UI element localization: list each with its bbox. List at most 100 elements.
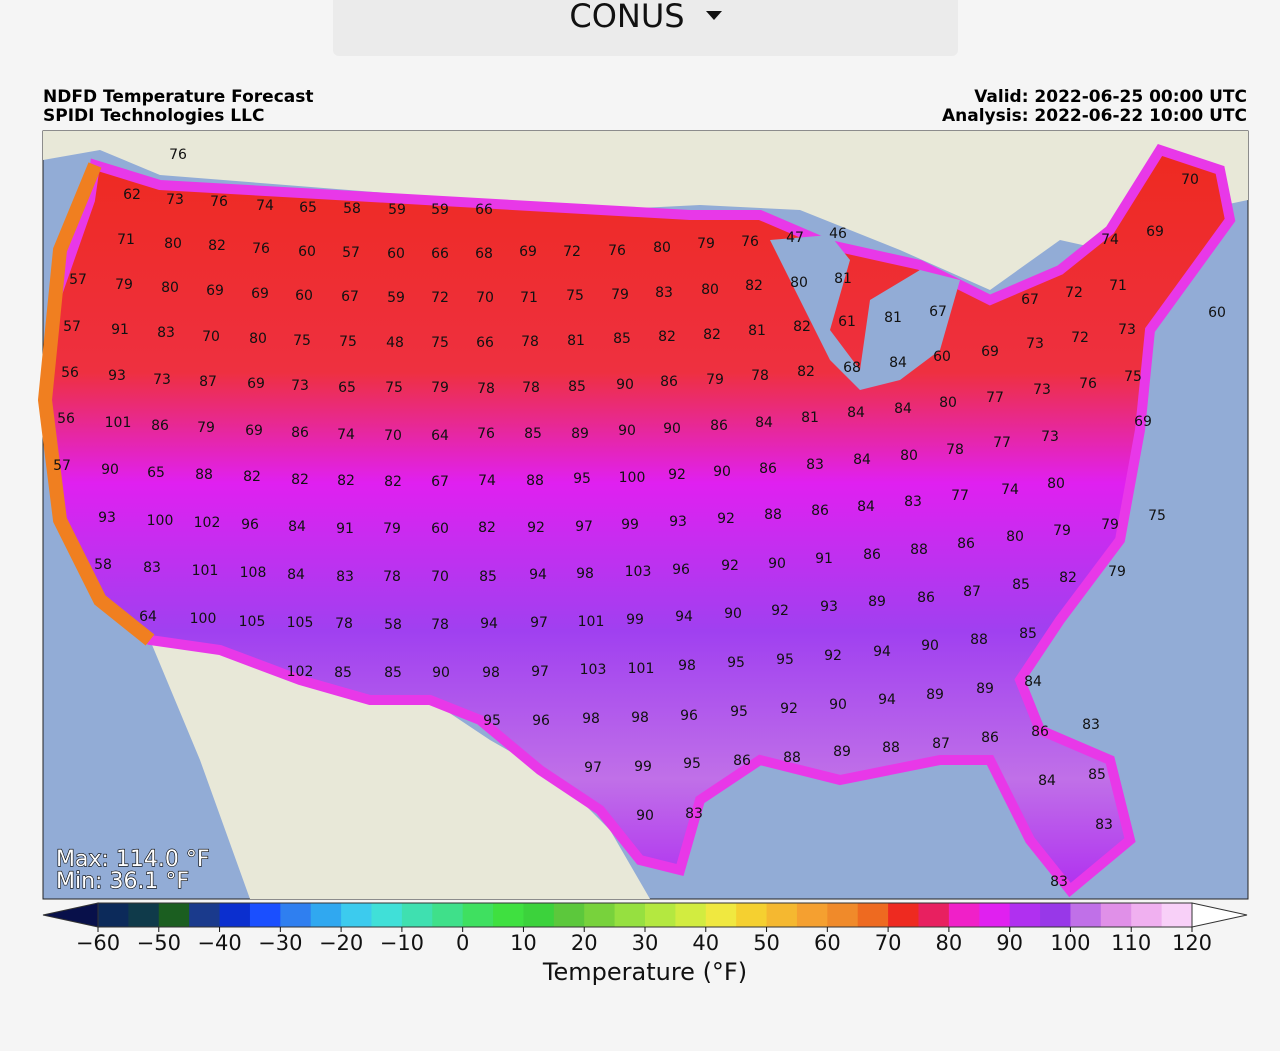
colorbar-label: Temperature (°F) — [542, 958, 747, 986]
station-temp: 64 — [139, 609, 157, 625]
colorbar-tick-label: −20 — [319, 931, 363, 955]
colorbar-box — [705, 903, 737, 927]
station-temp: 84 — [853, 452, 871, 468]
colorbar-box — [614, 903, 646, 927]
station-temp: 102 — [194, 515, 221, 531]
station-temp: 101 — [578, 614, 605, 630]
station-temp: 79 — [1108, 564, 1126, 580]
colorbar-box — [341, 903, 372, 927]
station-temp: 85 — [479, 569, 497, 585]
dropdown[interactable]: CONUS — [333, 0, 958, 56]
station-temp: 72 — [563, 244, 581, 260]
station-temp: 76 — [741, 234, 759, 250]
station-temp: 66 — [475, 202, 493, 218]
station-temp: 94 — [480, 616, 498, 632]
colorbar-box — [584, 903, 616, 927]
station-temp: 80 — [939, 395, 957, 411]
station-temp: 89 — [926, 687, 944, 703]
station-temp: 75 — [566, 288, 584, 304]
station-temp: 69 — [245, 423, 263, 439]
station-temp: 93 — [820, 599, 838, 615]
colorbar-box — [888, 903, 919, 927]
station-temp: 90 — [663, 421, 681, 437]
station-temp: 90 — [101, 462, 119, 478]
station-temp: 102 — [287, 664, 314, 680]
station-temp: 101 — [628, 661, 655, 677]
station-temp: 80 — [1006, 529, 1024, 545]
colorbar-tick-label: 20 — [571, 931, 598, 955]
station-temp: 84 — [857, 499, 875, 515]
station-temp: 73 — [153, 372, 171, 388]
station-temp: 76 — [252, 241, 270, 257]
station-temp: 89 — [571, 426, 589, 442]
station-temp: 83 — [1050, 874, 1068, 890]
coastal-band — [37, 162, 155, 646]
station-temp: 69 — [981, 344, 999, 360]
colorbar-box — [1131, 903, 1163, 927]
station-temp: 76 — [1079, 376, 1097, 392]
station-temp: 84 — [755, 415, 773, 431]
colorbar-tick-label: −60 — [76, 931, 120, 955]
station-temp: 91 — [815, 551, 833, 567]
colorbar-box — [249, 903, 281, 927]
station-temp: 92 — [527, 520, 545, 536]
station-temp: 69 — [1134, 414, 1152, 430]
colorbar-box — [462, 903, 494, 927]
station-temp: 66 — [431, 246, 449, 262]
station-temp: 70 — [431, 569, 449, 585]
station-temp: 83 — [157, 325, 175, 341]
station-temp: 95 — [727, 655, 745, 671]
station-temp: 72 — [431, 290, 449, 306]
station-temp: 90 — [432, 665, 450, 681]
station-temp: 59 — [431, 202, 449, 218]
station-temp: 86 — [811, 503, 829, 519]
canada — [43, 131, 1248, 290]
station-temp: 86 — [291, 425, 309, 441]
dropdown-box[interactable] — [333, 0, 958, 56]
colorbar-box — [401, 903, 433, 927]
station-temp: 82 — [703, 327, 721, 343]
station-temp: 80 — [164, 236, 182, 252]
station-temp: 58 — [384, 617, 402, 633]
station-temp: 75 — [385, 380, 403, 396]
station-temp: 81 — [884, 310, 902, 326]
map: Max: 114.0 °F Min: 36.1 °F 76 62 73 76 74 65 5… — [37, 130, 1249, 900]
station-temp: 88 — [526, 473, 544, 489]
station-temp: 95 — [776, 652, 794, 668]
station-temp: 82 — [745, 278, 763, 294]
station-temp: 93 — [98, 510, 116, 526]
station-temp: 79 — [1053, 523, 1071, 539]
colorbar-box — [766, 903, 798, 927]
station-temp: 84 — [287, 567, 305, 583]
station-temp: 74 — [1101, 232, 1119, 248]
station-temp: 99 — [626, 612, 644, 628]
station-temp: 69 — [206, 283, 224, 299]
station-temp: 101 — [192, 563, 219, 579]
station-temp: 64 — [431, 428, 449, 444]
station-temp: 68 — [843, 360, 861, 376]
station-temp: 57 — [63, 319, 81, 335]
dropdown-label[interactable]: CONUS — [569, 0, 684, 35]
station-temp: 71 — [1109, 278, 1127, 294]
station-temp: 79 — [697, 236, 715, 252]
colorbar-tick-label: 80 — [936, 931, 963, 955]
station-temp: 78 — [522, 380, 540, 396]
station-temp: 79 — [197, 420, 215, 436]
station-temp: 59 — [388, 202, 406, 218]
station-temp: 67 — [1021, 292, 1039, 308]
dropdown-caret[interactable] — [706, 11, 722, 20]
station-temp: 86 — [759, 461, 777, 477]
station-temp: 84 — [847, 405, 865, 421]
colorbar-box — [189, 903, 221, 927]
station-temp: 75 — [1148, 508, 1166, 524]
station-temp: 96 — [680, 708, 698, 724]
station-temp: 95 — [483, 713, 501, 729]
colorbar-tick-label: 100 — [1050, 931, 1090, 955]
colorbar-box — [948, 903, 980, 927]
station-temp: 90 — [636, 808, 654, 824]
station-temp: 93 — [108, 368, 126, 384]
colorbar-box — [796, 903, 828, 927]
station-temp: 87 — [932, 736, 950, 752]
station-temp: 88 — [910, 542, 928, 558]
